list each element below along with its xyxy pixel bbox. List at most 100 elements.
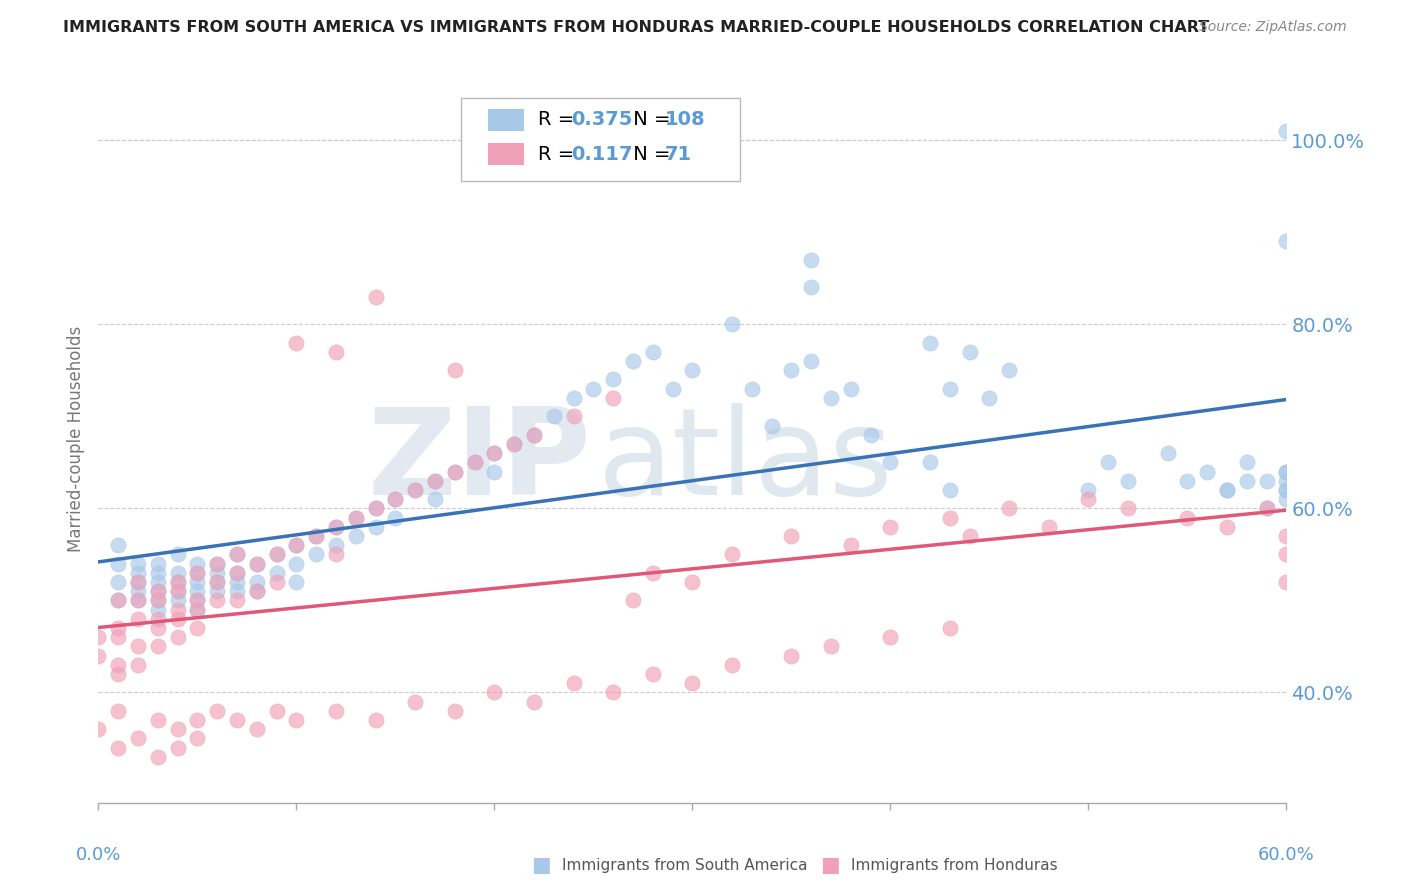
Point: [146, 612, 169, 626]
Point: [344, 510, 367, 524]
Point: [285, 538, 308, 552]
Point: [226, 593, 249, 607]
Point: [1275, 483, 1298, 497]
Point: [127, 731, 149, 746]
Point: [364, 520, 387, 534]
Point: [920, 455, 942, 469]
Point: [503, 437, 526, 451]
Point: [423, 474, 446, 488]
Point: [761, 418, 783, 433]
Point: [1275, 529, 1298, 543]
Text: ZIP: ZIP: [368, 402, 592, 520]
Point: [127, 566, 149, 580]
Point: [641, 667, 664, 681]
Point: [87, 648, 110, 663]
Bar: [488, 109, 524, 131]
Point: [107, 667, 129, 681]
Point: [444, 465, 467, 479]
Point: [543, 409, 565, 424]
Point: [146, 602, 169, 616]
Point: [166, 593, 188, 607]
Point: [107, 593, 129, 607]
Point: [246, 584, 269, 599]
Text: 71: 71: [665, 145, 692, 164]
Text: 0.375: 0.375: [571, 111, 633, 129]
Text: 0.117: 0.117: [571, 145, 633, 164]
Point: [602, 372, 624, 386]
Point: [1177, 823, 1199, 838]
Point: [226, 566, 249, 580]
Point: [1256, 501, 1278, 516]
Point: [166, 602, 188, 616]
Point: [205, 574, 228, 589]
Point: [780, 648, 803, 663]
Point: [246, 722, 269, 736]
Point: [186, 566, 208, 580]
Point: [1275, 492, 1298, 507]
Point: [920, 335, 942, 350]
Point: [186, 713, 208, 727]
Point: [404, 483, 426, 497]
Point: [1275, 235, 1298, 249]
Point: [562, 391, 585, 405]
Point: [246, 574, 269, 589]
Point: [1216, 483, 1239, 497]
Point: [186, 566, 208, 580]
Point: [146, 749, 169, 764]
Point: [364, 501, 387, 516]
Point: [423, 492, 446, 507]
Point: [582, 382, 605, 396]
Point: [721, 657, 744, 672]
Point: [205, 704, 228, 718]
Point: [146, 584, 169, 599]
Point: [266, 547, 288, 561]
Point: [1177, 510, 1199, 524]
Point: [423, 474, 446, 488]
Point: [186, 602, 208, 616]
Point: [127, 612, 149, 626]
Point: [780, 529, 803, 543]
Text: N =: N =: [627, 145, 676, 164]
Point: [266, 566, 288, 580]
Point: [127, 657, 149, 672]
Point: [384, 492, 406, 507]
Point: [205, 574, 228, 589]
Point: [166, 584, 188, 599]
Point: [998, 363, 1021, 377]
Point: [839, 382, 862, 396]
Point: [107, 557, 129, 571]
Point: [107, 538, 129, 552]
Point: [879, 520, 901, 534]
Point: [1275, 474, 1298, 488]
Point: [246, 557, 269, 571]
Point: [1275, 465, 1298, 479]
Point: [127, 593, 149, 607]
Point: [166, 612, 188, 626]
Point: [166, 630, 188, 644]
Point: [621, 354, 644, 368]
Point: [1236, 455, 1258, 469]
Point: [484, 446, 506, 460]
Text: Source: ZipAtlas.com: Source: ZipAtlas.com: [1199, 20, 1347, 34]
Point: [721, 318, 744, 332]
Point: [721, 547, 744, 561]
Point: [246, 584, 269, 599]
Point: [523, 695, 546, 709]
Point: [186, 557, 208, 571]
Point: [1275, 547, 1298, 561]
Text: 60.0%: 60.0%: [1258, 847, 1315, 864]
Point: [226, 547, 249, 561]
Point: [681, 363, 703, 377]
Point: [384, 510, 406, 524]
Point: [305, 529, 328, 543]
Point: [800, 354, 823, 368]
Point: [1156, 446, 1178, 460]
Point: [384, 492, 406, 507]
Text: 108: 108: [665, 111, 706, 129]
Text: IMMIGRANTS FROM SOUTH AMERICA VS IMMIGRANTS FROM HONDURAS MARRIED-COUPLE HOUSEHO: IMMIGRANTS FROM SOUTH AMERICA VS IMMIGRA…: [63, 20, 1209, 35]
Point: [205, 593, 228, 607]
Text: N =: N =: [627, 111, 676, 129]
Point: [107, 574, 129, 589]
Point: [621, 593, 644, 607]
FancyBboxPatch shape: [461, 97, 740, 181]
